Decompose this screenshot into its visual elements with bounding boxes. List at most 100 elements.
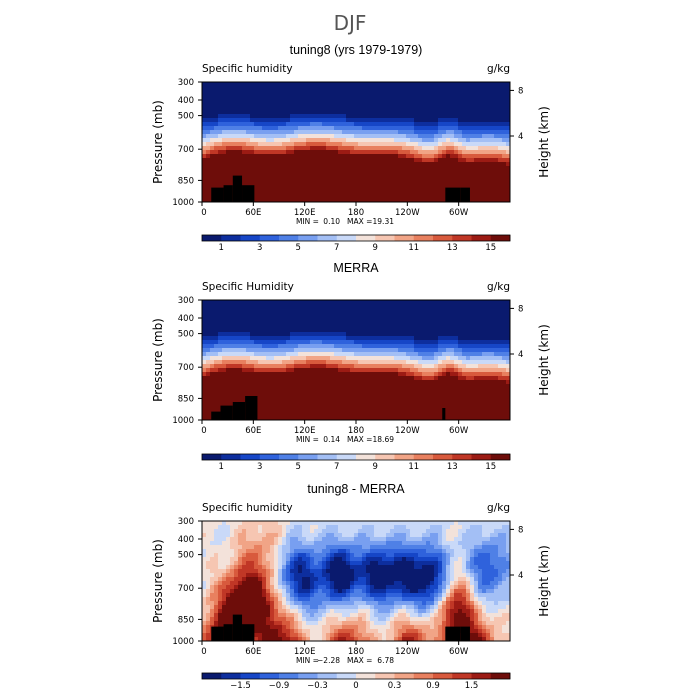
heatmap-cell xyxy=(298,525,303,530)
heatmap-cell xyxy=(410,134,415,139)
heatmap-cell xyxy=(358,90,363,95)
heatmap-cell xyxy=(394,384,399,389)
heatmap-cell xyxy=(446,118,451,123)
heatmap-cell xyxy=(314,376,319,381)
heatmap-cell xyxy=(250,86,255,91)
heatmap-cell xyxy=(262,150,267,155)
heatmap-cell xyxy=(274,98,279,103)
heatmap-cell xyxy=(274,82,279,87)
heatmap-cell xyxy=(426,344,431,349)
heatmap-cell xyxy=(414,328,419,333)
heatmap-cell xyxy=(230,146,235,151)
heatmap-cell xyxy=(398,396,403,401)
heatmap-cell xyxy=(338,412,343,417)
heatmap-cell xyxy=(402,344,407,349)
heatmap-cell xyxy=(258,122,263,127)
heatmap-cell xyxy=(398,360,403,365)
heatmap-cell xyxy=(218,316,223,321)
heatmap-cell xyxy=(386,384,391,389)
heatmap-cell xyxy=(434,86,439,91)
heatmap-cell xyxy=(430,114,435,119)
heatmap-cell xyxy=(282,122,287,127)
heatmap-cell xyxy=(402,126,407,131)
heatmap-cell xyxy=(382,332,387,337)
heatmap-cell xyxy=(202,360,207,365)
heatmap-cell xyxy=(326,376,331,381)
heatmap-cell xyxy=(382,529,387,534)
heatmap-cell xyxy=(214,340,219,345)
heatmap-cell xyxy=(426,158,431,163)
heatmap-cell xyxy=(330,300,335,305)
heatmap-cell xyxy=(410,186,415,191)
heatmap-cell xyxy=(354,380,359,385)
heatmap-cell xyxy=(426,320,431,325)
heatmap-cell xyxy=(414,356,419,361)
heatmap-cell xyxy=(486,392,491,397)
heatmap-cell xyxy=(494,162,499,167)
heatmap-cell xyxy=(210,300,215,305)
heatmap-cell xyxy=(214,372,219,377)
heatmap-cell xyxy=(338,158,343,163)
heatmap-cell xyxy=(394,114,399,119)
heatmap-cell xyxy=(234,348,239,353)
heatmap-cell xyxy=(394,106,399,111)
heatmap-cell xyxy=(318,122,323,127)
heatmap-cell xyxy=(454,416,459,420)
heatmap-cell xyxy=(282,416,287,420)
heatmap-cell xyxy=(398,178,403,183)
heatmap-cell xyxy=(454,340,459,345)
heatmap-cell xyxy=(470,86,475,91)
heatmap-cell xyxy=(386,332,391,337)
heatmap-cell xyxy=(346,138,351,143)
heatmap-cell xyxy=(298,529,303,534)
heatmap-cell xyxy=(226,126,231,131)
heatmap-cell xyxy=(450,529,455,534)
heatmap-cell xyxy=(486,408,491,413)
heatmap-cell xyxy=(498,158,503,163)
heatmap-cell xyxy=(262,312,267,317)
heatmap-cell xyxy=(338,380,343,385)
heatmap-cell xyxy=(310,118,315,123)
heatmap-cell xyxy=(298,521,303,526)
heatmap-cell xyxy=(346,174,351,179)
heatmap-cell xyxy=(370,170,375,175)
heatmap-cell xyxy=(358,138,363,143)
colorbar-swatch xyxy=(317,235,338,241)
heatmap-cell xyxy=(470,368,475,373)
heatmap-cell xyxy=(362,525,367,530)
heatmap-cell xyxy=(286,150,291,155)
heatmap-cell xyxy=(350,388,355,393)
heatmap-cell xyxy=(442,186,447,191)
heatmap-cell xyxy=(390,320,395,325)
heatmap-cell xyxy=(326,400,331,405)
heatmap-cell xyxy=(470,360,475,365)
heatmap-cell xyxy=(366,174,371,179)
heatmap-cell xyxy=(314,98,319,103)
heatmap-cell xyxy=(390,392,395,397)
heatmap-cell xyxy=(378,138,383,143)
heatmap-cell xyxy=(310,178,315,183)
heatmap-cell xyxy=(278,368,283,373)
heatmap-cell xyxy=(502,396,507,401)
heatmap-cell xyxy=(478,194,483,199)
heatmap-cell xyxy=(306,154,311,159)
heatmap-cell xyxy=(254,174,259,179)
heatmap-cell xyxy=(202,122,207,127)
heatmap-cell xyxy=(210,408,215,413)
heatmap-cell xyxy=(498,332,503,337)
heatmap-cell xyxy=(274,316,279,321)
heatmap-cell xyxy=(266,372,271,377)
heatmap-cell xyxy=(474,328,479,333)
heatmap-cell xyxy=(322,340,327,345)
heatmap-cell xyxy=(334,324,339,329)
heatmap-cell xyxy=(450,392,455,397)
heatmap-cell xyxy=(474,162,479,167)
heatmap-cell xyxy=(342,150,347,155)
heatmap-cell xyxy=(298,178,303,183)
heatmap-cell xyxy=(350,304,355,309)
heatmap-cell xyxy=(382,146,387,151)
heatmap-cell xyxy=(454,312,459,317)
heatmap-cell xyxy=(218,134,223,139)
heatmap-cell xyxy=(250,134,255,139)
heatmap-cell xyxy=(254,344,259,349)
